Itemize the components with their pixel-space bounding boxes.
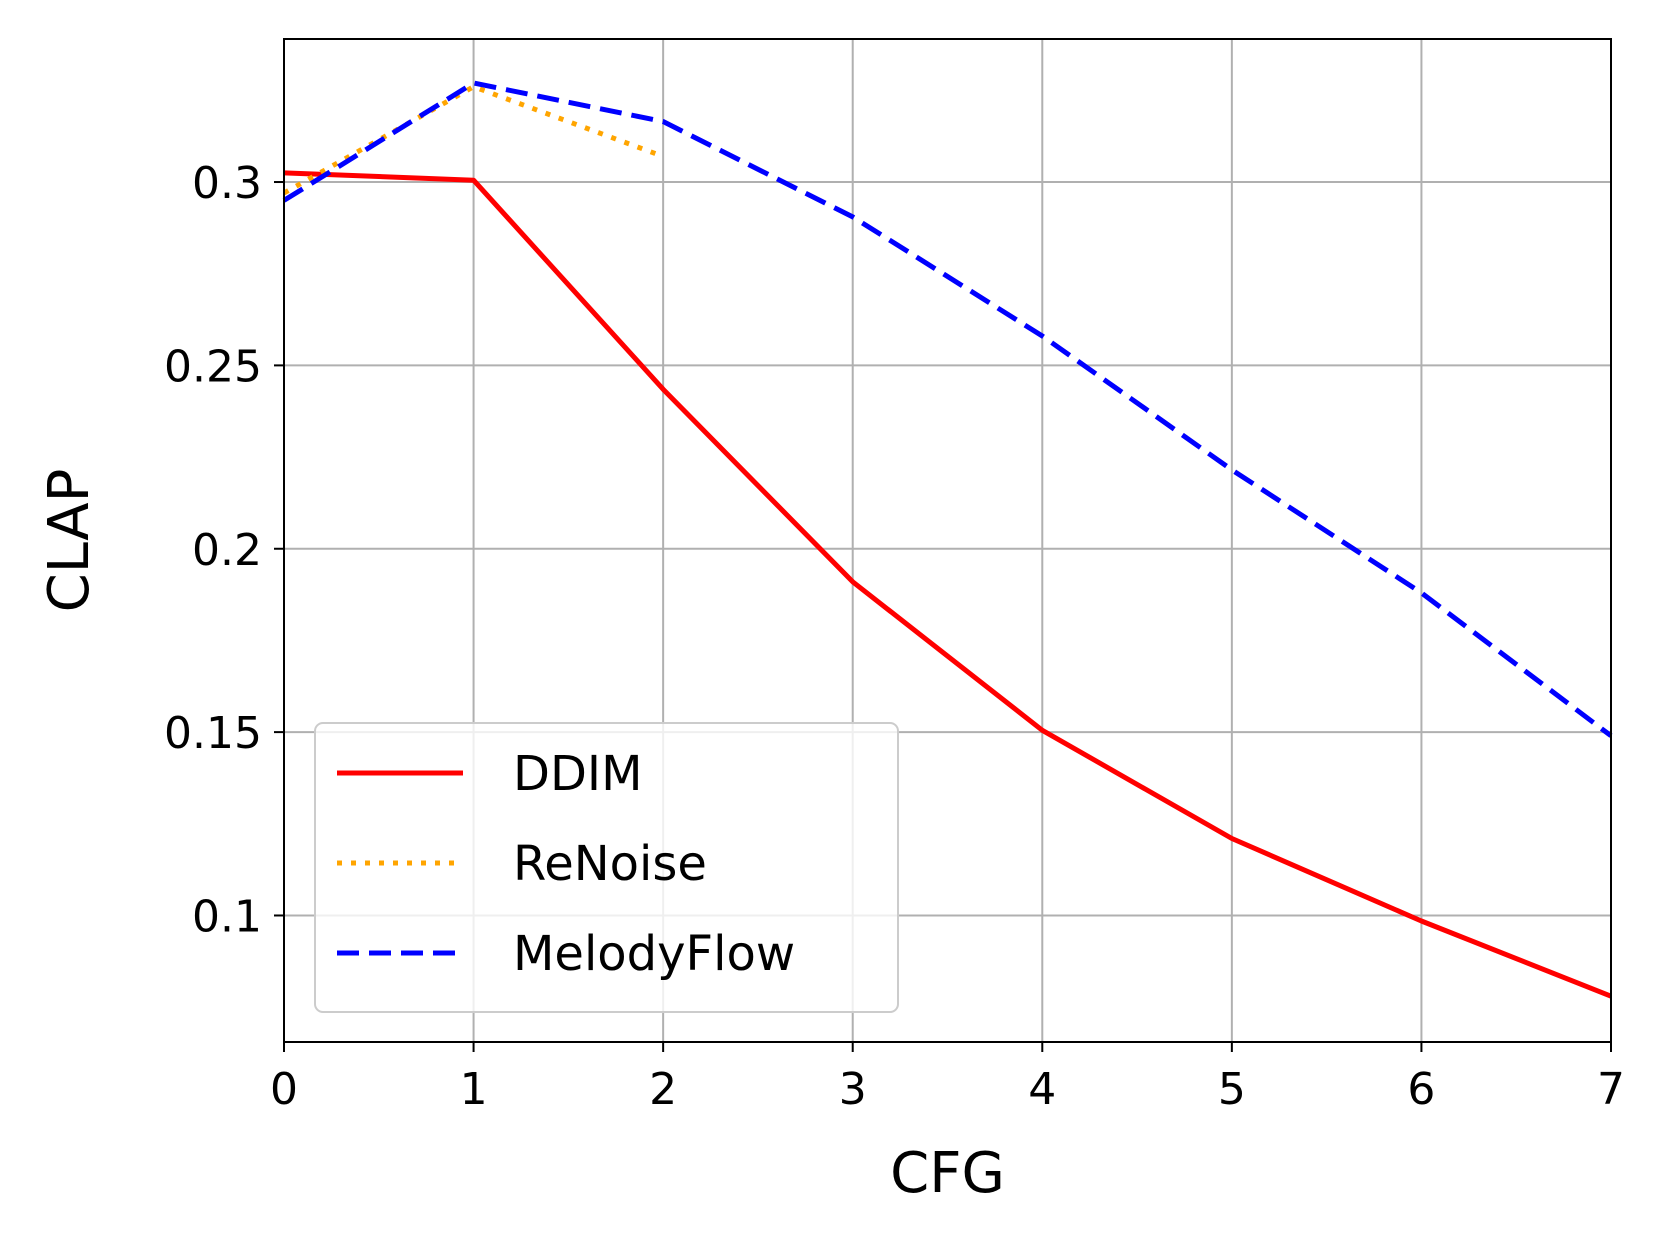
x-tick-label: 6 xyxy=(1407,1064,1435,1115)
legend: DDIM ReNoise MelodyFlow xyxy=(314,722,899,1013)
legend-label-renoise: ReNoise xyxy=(513,836,707,892)
y-axis-title: CLAP xyxy=(37,469,102,613)
x-tick-label: 4 xyxy=(1028,1064,1056,1115)
y-axis-ticks: 0.1 0.15 0.2 0.25 0.3 xyxy=(164,158,284,942)
series-line-ddim xyxy=(283,170,1612,999)
legend-label-ddim: DDIM xyxy=(513,746,643,802)
series-line-melodyflow xyxy=(282,80,1613,738)
x-axis-ticks: 0 1 2 3 4 5 6 7 xyxy=(270,1042,1625,1115)
x-tick-label: 7 xyxy=(1597,1064,1625,1115)
x-tick-label: 2 xyxy=(649,1064,677,1115)
x-axis-title: CFG xyxy=(890,1141,1005,1206)
y-tick-label: 0.1 xyxy=(192,891,262,942)
x-tick-label: 5 xyxy=(1218,1064,1246,1115)
series-layer xyxy=(282,80,1613,999)
legend-label-melodyflow: MelodyFlow xyxy=(513,926,795,982)
x-tick-label: 3 xyxy=(839,1064,867,1115)
grid xyxy=(283,39,1612,1042)
series-line-renoise xyxy=(282,84,664,196)
y-tick-label: 0.3 xyxy=(192,158,262,209)
y-tick-label: 0.25 xyxy=(164,341,262,392)
x-tick-label: 0 xyxy=(270,1064,298,1115)
x-tick-label: 1 xyxy=(460,1064,488,1115)
y-tick-label: 0.15 xyxy=(164,708,262,759)
y-tick-label: 0.2 xyxy=(192,525,262,576)
plot-frame xyxy=(283,38,1612,1043)
legend-box xyxy=(314,722,899,1013)
